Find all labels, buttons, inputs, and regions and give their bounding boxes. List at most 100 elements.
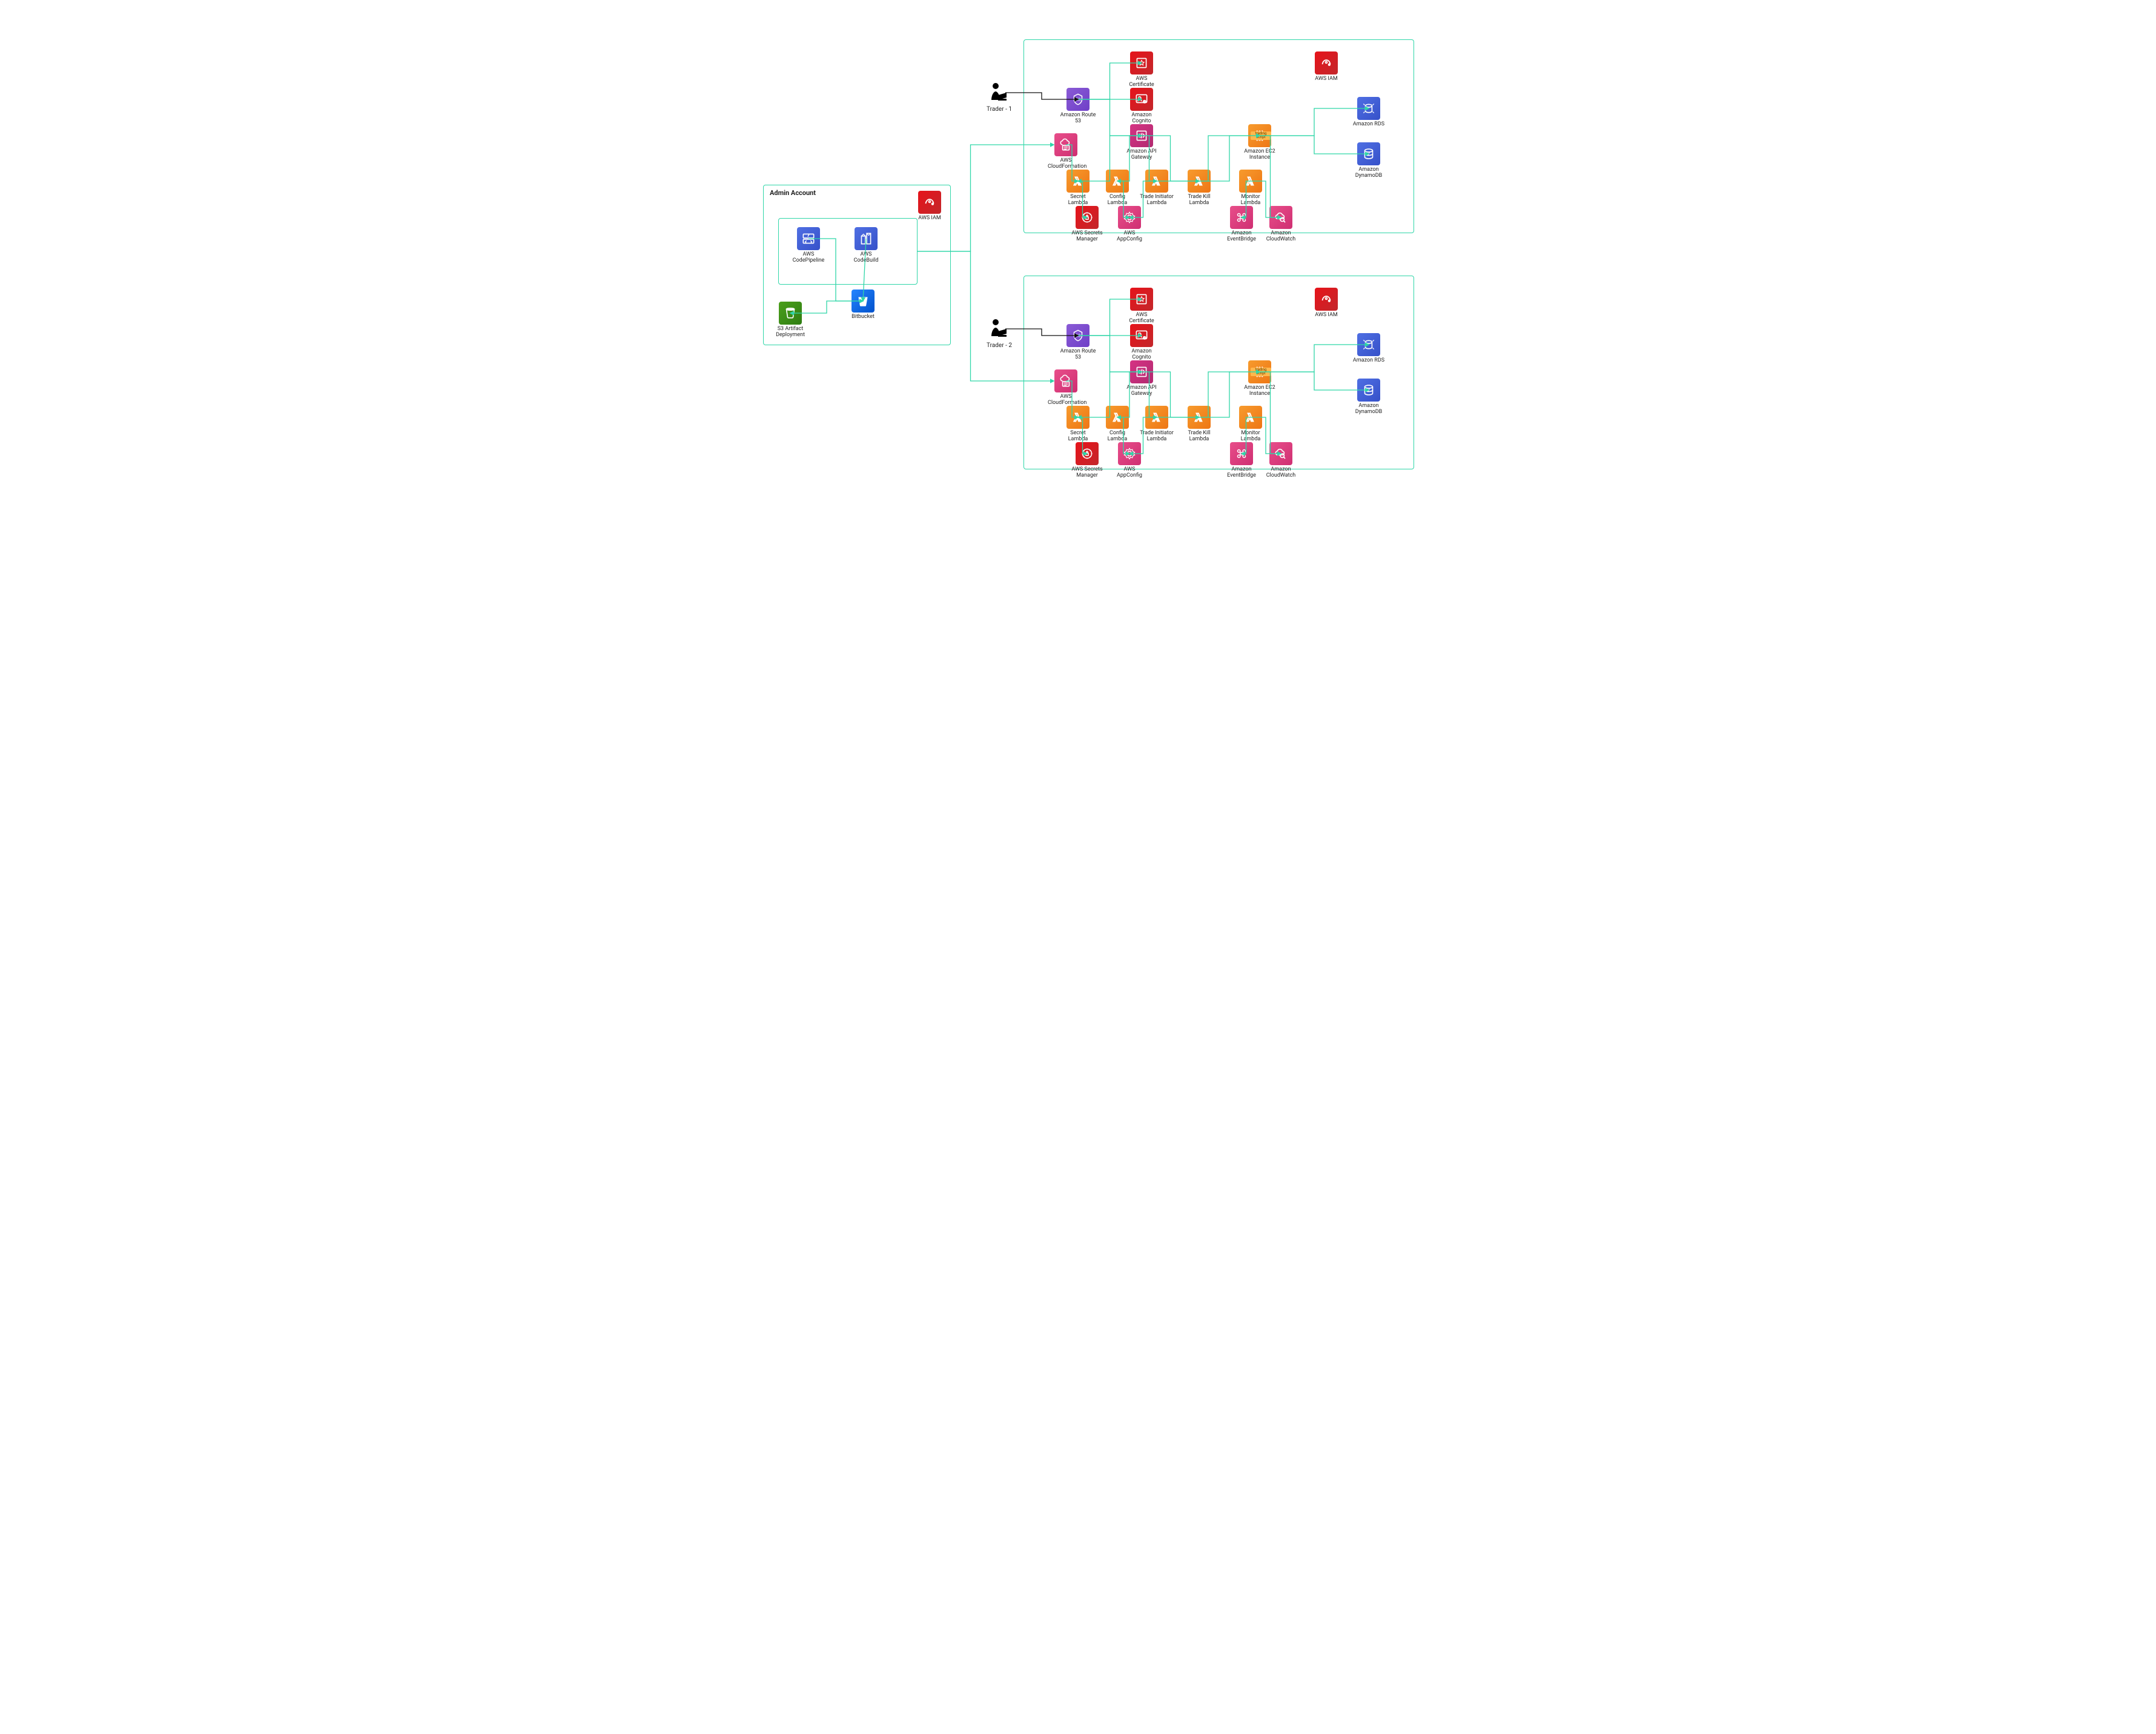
node-label: Amazon EC2 Instance [1242,385,1278,397]
node-trader1-l_monitor: Monitor Lambda [1232,170,1269,207]
node-label: Monitor Lambda [1232,194,1269,207]
node-trader1-l_trade: Trade Initiator Lambda [1139,170,1175,207]
node-trader1-evbridge: Amazon EventBridge [1223,206,1260,243]
node-trader1-l_secret: Secret Lambda [1060,170,1096,207]
rds-icon [1357,97,1380,120]
node-trader2-ec2: trading script Amazon EC2 Instance [1242,360,1278,397]
node-label: AWS IAM [911,215,948,221]
node-trader2-appconfig: AWS AppConfig [1111,442,1148,479]
cfn-icon [1054,369,1077,392]
node-trader2-rds: Amazon RDS [1351,333,1387,363]
lambda-icon [1145,170,1168,193]
node-trader2-iam: AWS IAM [1308,288,1344,318]
ec2-icon: trading script [1248,124,1271,147]
node-trader1-l_kill: Trade Kill Lambda [1181,170,1217,207]
node-trader2-l_kill: Trade Kill Lambda [1181,406,1217,443]
evbridge-icon [1230,206,1253,229]
lambda-icon [1239,170,1262,193]
node-label: AWS Secrets Manager [1069,230,1105,243]
node-admin-s3: S3 Artifact Deployment [772,302,808,339]
node-trader1-secrets: AWS Secrets Manager [1069,206,1105,243]
ec2-icon: trading script [1248,360,1271,383]
node-trader2-apigw: Amazon API Gateway [1123,360,1160,397]
node-trader1-rds: Amazon RDS [1351,97,1387,127]
lambda-icon [1145,406,1168,429]
node-label: Amazon API Gateway [1123,385,1160,397]
lambda-icon [1066,406,1090,429]
ddb-icon [1357,142,1380,165]
cw-icon [1269,206,1292,229]
lambda-icon [1188,170,1211,193]
route53-icon: 53 [1066,88,1090,111]
node-admin-codebuild: AWS CodeBuild [848,227,884,264]
node-trader2-l_monitor: Monitor Lambda [1232,406,1269,443]
trader-t1: Trader - 1 [981,82,1017,113]
codepipe-icon [797,227,820,250]
node-label: AWS AppConfig [1111,466,1148,479]
cw-icon [1269,442,1292,465]
node-trader1-l_config: Config Lambda [1099,170,1136,207]
node-trader2-l_secret: Secret Lambda [1060,406,1096,443]
apigw-icon [1130,124,1153,147]
node-label: Monitor Lambda [1232,430,1269,443]
node-label: Amazon Cognito [1123,348,1160,361]
node-label: Secret Lambda [1060,194,1096,207]
node-label: Amazon Route 53 [1060,348,1096,361]
secrets-icon [1076,206,1099,229]
cognito-icon [1130,88,1153,111]
evbridge-icon [1230,442,1253,465]
node-label: AWS CodePipeline [790,251,827,264]
node-trader1-ec2: trading scriptAmazon EC2 Instance [1242,124,1278,161]
node-label: AWS CodeBuild [848,251,884,264]
node-label: Bitbucket [845,314,881,320]
node-label: Amazon Cognito [1123,112,1160,125]
iam-icon [1315,51,1338,74]
node-trader2-evbridge: Amazon EventBridge [1223,442,1260,479]
node-trader2-route53: 53 Amazon Route 53 [1060,324,1096,361]
s3-icon [779,302,802,325]
codebuild-icon [855,227,878,250]
node-trader1-iam: AWS IAM [1308,51,1344,82]
iam-icon [1315,288,1338,311]
node-trader2-secrets: AWS Secrets Manager [1069,442,1105,479]
node-label: Amazon CloudWatch [1263,466,1299,479]
node-label: Amazon CloudWatch [1263,230,1299,243]
node-label: Config Lambda [1099,194,1136,207]
node-label: AWS IAM [1308,76,1344,82]
node-label: Trade Kill Lambda [1181,430,1217,443]
node-trader1-route53: 53 Amazon Route 53 [1060,88,1096,125]
node-trader1-cfn: AWS CloudFormation [1048,133,1084,170]
apigw-icon [1130,360,1153,383]
node-trader2-l_trade: Trade Initiator Lambda [1139,406,1175,443]
node-trader1-apigw: Amazon API Gateway [1123,124,1160,161]
node-label: Amazon EC2 Instance [1242,148,1278,161]
node-label: Trade Initiator Lambda [1139,194,1175,207]
cognito-icon [1130,324,1153,347]
cfn-icon [1054,133,1077,156]
secrets-icon [1076,442,1099,465]
lambda-icon [1066,170,1090,193]
node-label: AWS CloudFormation [1048,157,1084,170]
ddb-icon [1357,379,1380,402]
bucket-icon [851,290,875,313]
node-trader1-cw: Amazon CloudWatch [1263,206,1299,243]
node-label: Amazon DynamoDB [1351,403,1387,415]
rds-icon [1357,333,1380,356]
node-label: Amazon RDS [1351,121,1387,127]
svg-text:53: 53 [1076,333,1080,339]
trader-label: Trader - 1 [981,106,1017,113]
node-trader2-ddb: Amazon DynamoDB [1351,379,1387,415]
iam-icon [918,191,941,214]
lambda-icon [1239,406,1262,429]
node-admin-bitbucket: Bitbucket [845,290,881,320]
node-label: Amazon API Gateway [1123,148,1160,161]
node-label: Trade Initiator Lambda [1139,430,1175,443]
node-trader1-ddb: Amazon DynamoDB [1351,142,1387,179]
node-trader2-l_config: Config Lambda [1099,406,1136,443]
node-label: Amazon Route 53 [1060,112,1096,125]
node-trader1-appconfig: AWS AppConfig [1111,206,1148,243]
node-label: Amazon EventBridge [1223,466,1260,479]
group-title: Admin Account [770,189,816,197]
node-label: S3 Artifact Deployment [772,326,808,339]
node-trader2-cfn: AWS CloudFormation [1048,369,1084,406]
